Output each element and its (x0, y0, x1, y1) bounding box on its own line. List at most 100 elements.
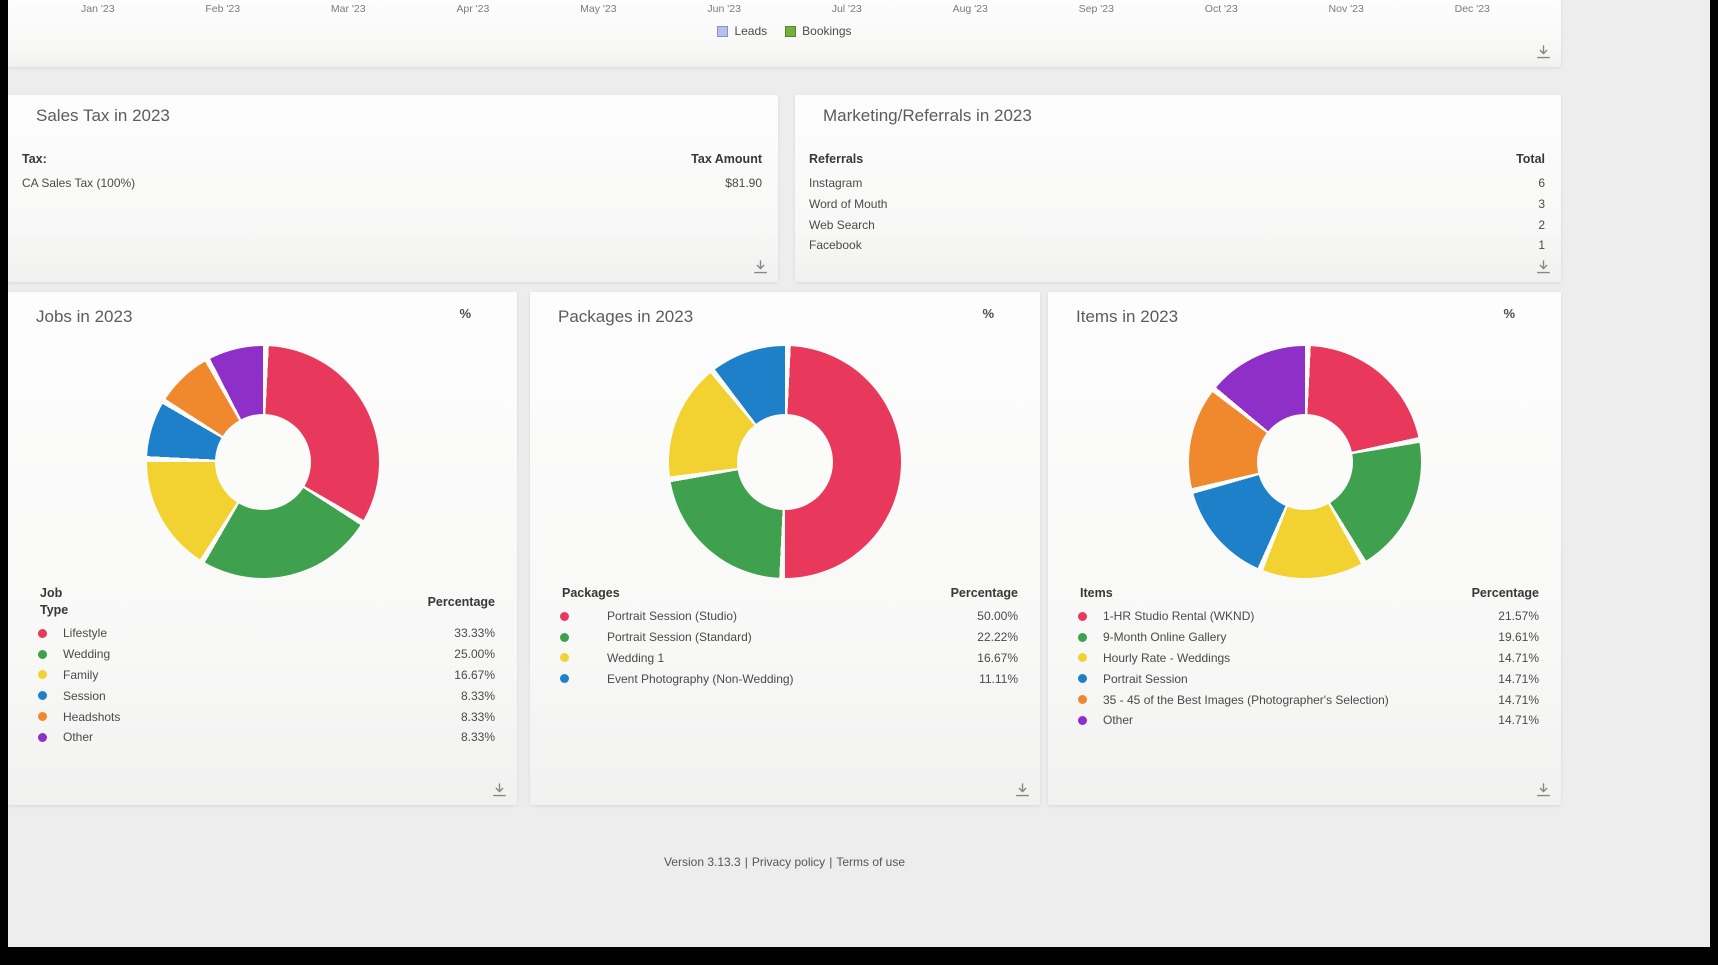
column-header-percentage: Percentage (427, 594, 495, 609)
month-label: Mar '23 (330, 3, 366, 15)
series-color-dot (560, 611, 569, 621)
month-label: Nov '23 (1328, 3, 1364, 15)
table-row: Web Search 2 (809, 215, 1545, 236)
legend-row: Wedding 25.00% (32, 644, 495, 665)
series-color-dot (1078, 695, 1087, 705)
month-label: May '23 (580, 3, 617, 15)
table-header-row: Referrals Total (809, 151, 1545, 168)
legend-body: 1-HR Studio Rental (WKND) 21.57% 9-Month O… (1072, 606, 1539, 731)
legend-row: 35 - 45 of the Best Images (Photographer… (1072, 689, 1539, 710)
row-label: CA Sales Tax (100%) (22, 176, 136, 190)
privacy-policy-link[interactable]: Privacy policy (751, 855, 826, 869)
download-sales-tax-button[interactable] (751, 258, 770, 276)
jobs-legend-table: Job Type Percentage Lifestyle 33.33% Weddi… (32, 585, 495, 748)
series-percentage: 14.71% (1498, 671, 1539, 686)
download-packages-button[interactable] (1013, 781, 1032, 799)
series-label: 35 - 45 of the Best Images (Photographer… (1103, 692, 1389, 707)
row-value: $81.90 (725, 176, 762, 190)
column-header-tax: Tax: (22, 152, 47, 166)
series-label: Other (63, 730, 94, 745)
series-label: Session (63, 688, 106, 703)
series-percentage: 8.33% (460, 730, 495, 745)
download-icon (1536, 260, 1551, 277)
series-color-dot (1078, 653, 1087, 663)
card-title: Marketing/Referrals in 2023 (823, 106, 1032, 125)
legend-swatch-icon (785, 25, 797, 37)
series-color-dot (38, 732, 47, 742)
leads-bookings-chart-card: Jan '23 Feb '23 Mar '23 Apr '23 May '23 Jun '… (8, 0, 1561, 67)
series-color-dot (38, 670, 47, 680)
dashboard-viewport: Jan '23 Feb '23 Mar '23 Apr '23 May '23 Jun '… (8, 0, 1710, 947)
download-leads-chart-button[interactable] (1534, 43, 1553, 61)
series-label: Lifestyle (63, 626, 108, 641)
table-row: Facebook 1 (809, 235, 1545, 256)
series-color-dot (1078, 611, 1087, 621)
series-color-dot (38, 628, 47, 638)
legend-header-row: Packages Percentage (554, 585, 1018, 602)
legend-row: Event Photography (Non-Wedding) 11.11% (554, 668, 1018, 689)
items-chart-card: Items in 2023 % Items Percentage 1-HR St… (1048, 292, 1561, 805)
series-percentage: 8.33% (460, 709, 495, 724)
legend-row: 1-HR Studio Rental (WKND) 21.57% (1072, 606, 1539, 627)
download-marketing-button[interactable] (1534, 258, 1553, 276)
legend-header-row: Job Type Percentage (32, 585, 495, 619)
month-label: Apr '23 (456, 3, 490, 15)
download-jobs-button[interactable] (490, 781, 509, 799)
series-label: Portrait Session (1103, 671, 1188, 686)
series-percentage: 16.67% (454, 667, 495, 682)
series-label: Family (63, 667, 99, 682)
download-items-button[interactable] (1534, 781, 1553, 799)
table-row: Word of Mouth 3 (809, 194, 1545, 215)
items-donut-chart[interactable] (1188, 346, 1421, 578)
terms-of-use-link[interactable]: Terms of use (836, 855, 906, 869)
column-header-items: Items (1080, 586, 1113, 600)
sales-tax-table: Tax: Tax Amount CA Sales Tax (100%) $81.9… (22, 151, 762, 194)
series-percentage: 8.33% (460, 688, 495, 703)
series-percentage: 11.11% (979, 671, 1018, 686)
legend-item-bookings[interactable]: Bookings (785, 24, 852, 38)
download-icon (492, 783, 507, 800)
card-title: Items in 2023 (1076, 307, 1179, 326)
series-label: Portrait Session (Standard) (607, 630, 752, 645)
series-percentage: 16.67% (977, 650, 1018, 665)
month-label: Jan '23 (81, 3, 115, 15)
legend-label: Bookings (802, 24, 852, 38)
packages-chart-card: Packages in 2023 % Packages Percentage P… (530, 292, 1040, 805)
separator: | (744, 855, 748, 869)
series-color-dot (38, 691, 47, 701)
jobs-donut-chart[interactable] (146, 346, 379, 578)
series-percentage: 14.71% (1498, 713, 1539, 728)
table-row: CA Sales Tax (100%) $81.90 (22, 173, 762, 194)
table-header-row: Tax: Tax Amount (22, 151, 762, 168)
month-label: Dec '23 (1454, 3, 1490, 15)
legend-item-leads[interactable]: Leads (717, 24, 767, 38)
download-icon (1536, 783, 1551, 800)
legend-row: Lifestyle 33.33% (32, 623, 495, 644)
sales-tax-card: Sales Tax in 2023 Tax: Tax Amount CA Sal… (8, 95, 778, 282)
percentage-toggle-icon[interactable]: % (459, 306, 471, 321)
month-label: Feb '23 (205, 3, 241, 15)
packages-donut-chart[interactable] (669, 346, 901, 578)
row-value: 1 (1538, 238, 1545, 253)
series-percentage: 22.22% (977, 630, 1018, 645)
month-label: Aug '23 (952, 3, 988, 15)
items-legend-table: Items Percentage 1-HR Studio Rental (WKN… (1072, 585, 1539, 731)
percentage-toggle-icon[interactable]: % (982, 306, 994, 321)
download-icon (1536, 45, 1551, 62)
series-color-dot (1078, 674, 1087, 684)
row-label: Word of Mouth (809, 196, 888, 211)
month-label: Oct '23 (1204, 3, 1238, 15)
legend-swatch-icon (717, 25, 729, 37)
percentage-toggle-icon[interactable]: % (1503, 306, 1515, 321)
column-header-total: Total (1516, 152, 1545, 166)
download-icon (1015, 783, 1030, 800)
month-label: Jun '23 (707, 3, 741, 15)
jobs-chart-card: Jobs in 2023 % Job Type Percentage Lifes… (8, 292, 517, 805)
row-label: Web Search (809, 217, 875, 232)
column-header-job-type: Job Type (40, 586, 69, 617)
column-header-percentage: Percentage (950, 586, 1018, 600)
legend-row: Family 16.67% (32, 665, 495, 686)
series-percentage: 33.33% (454, 626, 495, 641)
version-text: Version 3.13.3 (663, 855, 741, 869)
month-axis-labels: Jan '23 Feb '23 Mar '23 Apr '23 May '23 Jun '… (81, 3, 1490, 15)
